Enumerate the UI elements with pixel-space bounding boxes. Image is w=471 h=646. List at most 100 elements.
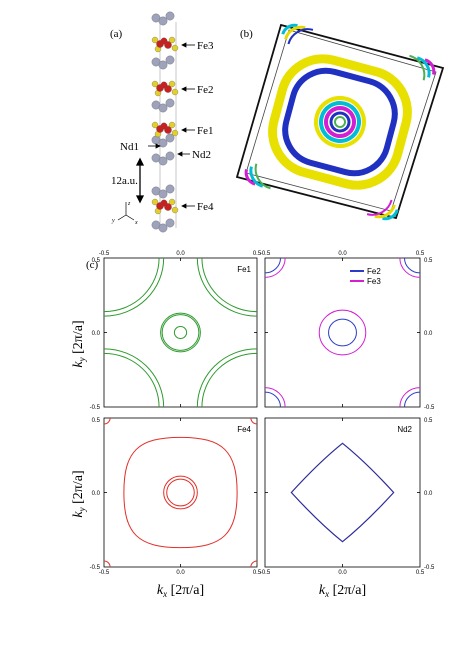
- panel-a-crystal-structure: (a) Fe3 Fe2 Fe1 Nd1 Nd2 Fe4 12a.u.: [110, 11, 214, 233]
- iron-atom: [160, 122, 168, 130]
- iron-atom: [160, 37, 168, 45]
- fermi-contour: [104, 352, 160, 407]
- atom-stack: [151, 11, 179, 233]
- central-pocket: [319, 101, 361, 143]
- ligand-atom: [171, 44, 179, 52]
- tick-label: 0.5: [253, 251, 262, 257]
- nd-atom: [165, 151, 175, 161]
- fermi-contour: [328, 318, 357, 347]
- ligand-atom: [168, 80, 176, 88]
- fermi-contour: [123, 436, 238, 549]
- fermi-contours: [104, 258, 257, 407]
- panel-c-label: (c): [86, 259, 99, 271]
- nd-atom: [158, 16, 168, 26]
- fermi-contours: [265, 258, 420, 407]
- fermi-contour: [104, 418, 111, 425]
- fermi-contour: [265, 258, 286, 278]
- fermi-contour: [161, 314, 200, 351]
- panel-a-label: (a): [110, 28, 123, 40]
- label-arrow: [148, 42, 195, 209]
- atom-label-fe2: Fe2: [197, 84, 214, 96]
- iron-atom: [160, 81, 168, 89]
- fermi-contours: [104, 418, 257, 567]
- fermi-sheets: [244, 23, 436, 221]
- tick-label: 0.0: [92, 331, 101, 337]
- legend: Fe2 Fe3: [350, 267, 381, 286]
- tick-label: 0.5: [253, 570, 262, 576]
- tick-label: -0.5: [90, 405, 101, 411]
- tick-label: -0.5: [90, 565, 101, 571]
- fermi-contour: [201, 352, 257, 407]
- fermi-contour: [104, 560, 111, 567]
- plot-nd2: -0.5 0.0 0.5 0.5 0.0 -0.5 Nd2: [260, 417, 435, 576]
- ligand-atom: [151, 80, 159, 88]
- x-axis-label: kx [2π/a]: [157, 583, 204, 599]
- tick-label: 0.0: [338, 251, 347, 257]
- fermi-contour: [166, 478, 195, 507]
- tick-label: 0.5: [92, 258, 101, 264]
- axis-label-z: z: [127, 201, 131, 207]
- tick-label: 0.0: [424, 331, 433, 337]
- atom-label-fe3: Fe3: [197, 40, 214, 52]
- atom-label-nd2: Nd2: [192, 149, 211, 161]
- tick-label: 0.0: [92, 491, 101, 497]
- tick-label: 0.5: [424, 418, 433, 424]
- ligand-atom: [151, 198, 159, 206]
- nd-atom: [165, 55, 175, 65]
- fermi-contour: [250, 418, 257, 425]
- corner-pocket: [244, 163, 271, 190]
- tick-label: -0.5: [424, 405, 435, 411]
- panel-b-fermi-surface: (b): [235, 23, 445, 221]
- fermi-contour: [163, 475, 198, 510]
- tick-label: 0.0: [176, 251, 185, 257]
- atom-label-fe4: Fe4: [197, 201, 214, 213]
- tick-label: -0.5: [424, 565, 435, 571]
- tick-label: -0.5: [260, 570, 271, 576]
- tick-label: 0.5: [92, 418, 101, 424]
- brillouin-zone-box-back: [245, 29, 437, 212]
- series-label-nd2: Nd2: [397, 425, 412, 434]
- tick-label: 0.5: [416, 570, 425, 576]
- y-axis-label: ky [2π/a]: [71, 320, 87, 367]
- iron-atom: [160, 199, 168, 207]
- series-label-fe1: Fe1: [237, 265, 251, 274]
- atom-label-nd1: Nd1: [120, 141, 139, 153]
- ligand-atom: [151, 36, 159, 44]
- nd-atom: [165, 218, 175, 228]
- y-axis-label: ky [2π/a]: [71, 470, 87, 517]
- nd-atom: [165, 98, 175, 108]
- ligand-atom: [171, 88, 179, 96]
- axis-label-x: x: [134, 220, 138, 226]
- legend-label-fe2: Fe2: [367, 267, 381, 276]
- fermi-contour: [173, 326, 188, 339]
- plot-fe2-fe3: -0.5 0.0 0.5 0.5 0.0 -0.5 Fe2 Fe3: [260, 251, 435, 411]
- plot-fe1: -0.5 0.0 0.5 0.5 0.0 -0.5 Fe1: [90, 251, 262, 411]
- fermi-contour: [318, 309, 367, 356]
- nd-atom: [158, 103, 168, 113]
- tick-label: 0.0: [338, 570, 347, 576]
- spacing-label: 12a.u.: [111, 175, 138, 187]
- plot-fe4: -0.5 0.0 0.5 0.5 0.0 -0.5 Fe4: [90, 417, 262, 576]
- nd-atom: [158, 60, 168, 70]
- fermi-contour: [399, 258, 420, 278]
- blue-sheet: [282, 67, 398, 177]
- nd-atom: [158, 223, 168, 233]
- fermi-contour: [290, 442, 395, 543]
- fermi-contour: [265, 387, 286, 407]
- central-pocket: [334, 116, 346, 128]
- tick-label: -0.5: [99, 251, 110, 257]
- nd-atom: [165, 11, 175, 21]
- plot-frame: [264, 257, 421, 408]
- fermi-contour: [250, 560, 257, 567]
- central-pocket: [314, 96, 366, 148]
- spacing-arrow: [135, 157, 145, 204]
- tick-label: -0.5: [260, 251, 271, 257]
- nd-atom: [158, 138, 168, 148]
- fermi-contour: [160, 312, 201, 353]
- tick-label: 0.0: [424, 491, 433, 497]
- nd-atom: [158, 156, 168, 166]
- corner-pocket: [366, 199, 399, 221]
- ligand-atom: [151, 121, 159, 129]
- legend-label-fe3: Fe3: [367, 277, 381, 286]
- ligand-atom: [168, 36, 176, 44]
